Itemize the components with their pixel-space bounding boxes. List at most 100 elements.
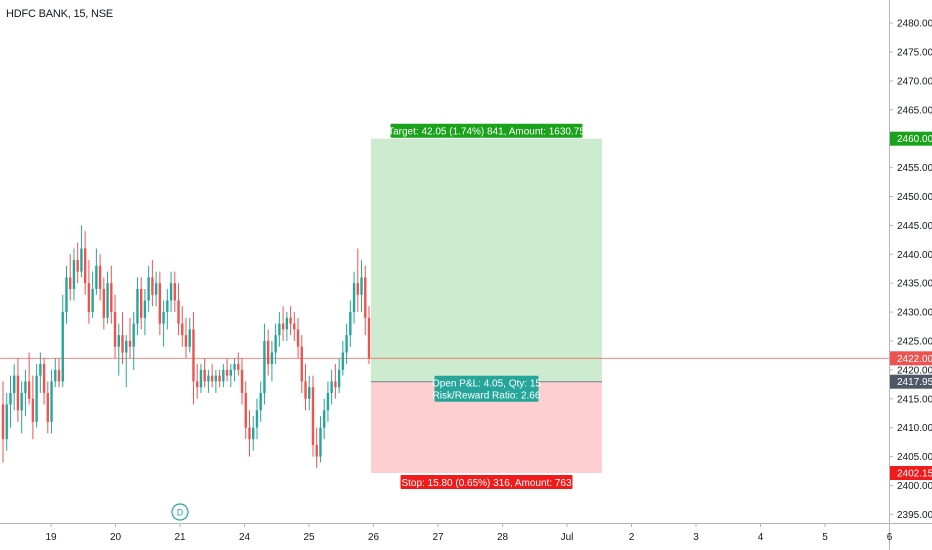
candle-body [210, 375, 214, 382]
symbol-title: HDFC BANK, 15, NSE [6, 8, 114, 20]
pnl-label-text: Open P&L: 4.05, Qty: 15 [432, 379, 541, 390]
candle-body [214, 375, 218, 382]
time-tick-label: 27 [432, 532, 444, 543]
price-tick-label: 2465.00 [897, 105, 932, 116]
target-price-badge-bg [890, 131, 932, 146]
candle-body [274, 335, 277, 353]
candle-body [136, 288, 139, 324]
candle-body [106, 283, 109, 318]
candle-body [364, 277, 367, 318]
candle-body [162, 312, 165, 324]
candle-body [24, 381, 27, 393]
candle-body [39, 364, 42, 376]
candle-body [1, 404, 5, 440]
candle-body [255, 410, 259, 428]
time-tick-label: 2 [629, 532, 635, 543]
candle-body [83, 248, 87, 284]
candle-body [42, 364, 46, 393]
candle-body [166, 300, 169, 313]
price-tick-label: 2450.00 [897, 192, 932, 203]
target-label-bg [390, 123, 583, 138]
price-tick-label: 2405.00 [897, 452, 932, 463]
target-price-badge-text: 2460.00 [897, 134, 932, 145]
candle-body [319, 427, 322, 457]
candle-body [147, 277, 150, 301]
candle-body [360, 277, 363, 295]
candle-body [20, 392, 23, 411]
candle-body [177, 300, 180, 324]
stop-label-bg [400, 475, 573, 490]
candle-body [151, 277, 154, 295]
candle-body [248, 427, 251, 440]
candle-body [80, 248, 83, 272]
dividend-marker[interactable] [171, 503, 189, 521]
candle-body [113, 312, 117, 347]
pnl-label-bg [434, 375, 539, 402]
price-tick-label: 2445.00 [897, 221, 932, 232]
candle-body [61, 312, 64, 382]
time-tick-label: 5 [822, 532, 828, 543]
candle-body [46, 392, 50, 422]
candle-body [54, 369, 57, 382]
candle-body [229, 369, 233, 376]
entry-price-badge-bg [890, 374, 932, 389]
candle-body [244, 392, 247, 428]
candle-body [31, 398, 35, 422]
candle-body [117, 335, 120, 347]
candle-body [139, 288, 143, 318]
candle-body [337, 369, 341, 388]
time-tick-label: 21 [174, 532, 186, 543]
candle-body [203, 369, 206, 382]
time-tick-label: 25 [303, 532, 315, 543]
candle-body [16, 375, 20, 411]
candle-body [237, 364, 240, 370]
candle-body [240, 369, 244, 393]
candle-body [207, 375, 210, 382]
candle-body [95, 265, 98, 289]
candle-body [184, 335, 188, 347]
price-tick-label: 2400.00 [897, 481, 932, 492]
candle-body [128, 340, 132, 347]
price-tick-label: 2410.00 [897, 423, 932, 434]
price-tick-label: 2440.00 [897, 250, 932, 261]
candle-body [296, 329, 300, 347]
dividend-marker-label: D [177, 508, 184, 518]
time-tick-label: 20 [110, 532, 122, 543]
time-tick-label: 3 [693, 532, 699, 543]
candle-body [121, 335, 124, 353]
candle-body [57, 369, 61, 382]
candle-body [233, 364, 236, 370]
candle-body [315, 444, 318, 457]
pnl-label-text: Risk/Reward Ratio: 2.66 [433, 391, 541, 402]
candle-body [188, 329, 191, 347]
candle-body [263, 340, 266, 393]
target-zone[interactable] [371, 138, 602, 382]
time-tick-label: 19 [45, 532, 57, 543]
candle-body [181, 323, 184, 336]
candle-body [270, 352, 274, 365]
target-label-text: Target: 42.05 (1.74%) 841, Amount: 1630.… [388, 127, 585, 138]
candle-body [192, 329, 195, 382]
candle-body [259, 392, 262, 411]
candle-body [266, 340, 270, 365]
candle-body [225, 369, 229, 376]
candle-body [341, 352, 345, 370]
time-tick-label: 4 [758, 532, 764, 543]
candle-body [13, 375, 16, 393]
time-tick-label: 26 [368, 532, 380, 543]
price-tick-label: 2430.00 [897, 308, 932, 319]
candle-body [352, 283, 356, 313]
candle-body [199, 369, 203, 388]
candle-body [65, 277, 68, 313]
stop-price-badge-text: 2402.15 [897, 469, 932, 480]
last-price-badge-text: 2422.00 [897, 354, 932, 365]
candle-body [278, 323, 281, 336]
candle-body [349, 312, 352, 336]
price-tick-label: 2420.00 [897, 365, 932, 376]
candle-body [27, 381, 31, 399]
candle-body [322, 410, 326, 428]
candle-body [289, 317, 292, 324]
candle-body [91, 288, 94, 313]
entry-price-badge-text: 2417.95 [897, 377, 932, 388]
